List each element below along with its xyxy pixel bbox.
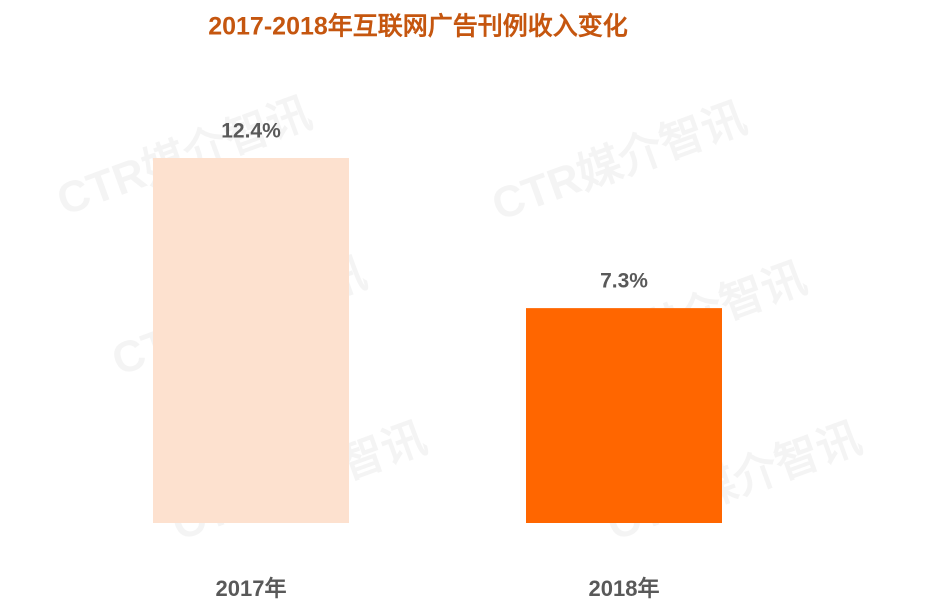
x-tick-label: 2017年 <box>216 576 287 601</box>
chart-title: 2017-2018年互联网广告刊例收入变化 <box>208 12 628 41</box>
value-label: 7.3% <box>600 270 648 293</box>
bar <box>526 308 722 523</box>
x-tick-label: 2018年 <box>589 576 660 601</box>
value-label: 12.4% <box>221 120 281 143</box>
bar <box>153 158 349 523</box>
watermark: CTR媒介智讯 <box>486 93 753 230</box>
